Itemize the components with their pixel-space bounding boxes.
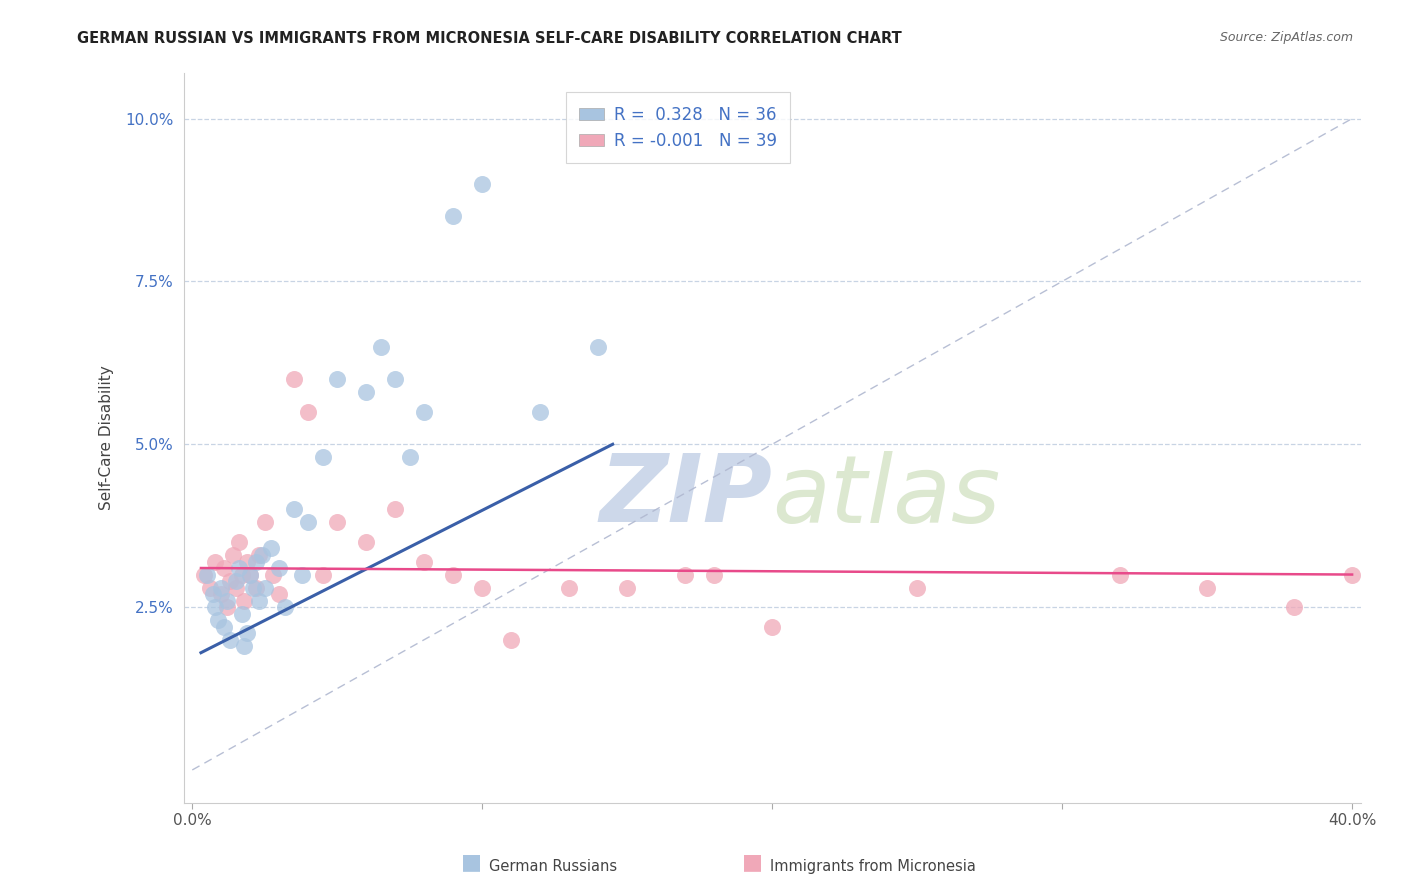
Point: [245, 554, 267, 568]
Point: [222, 548, 245, 562]
Point: [219, 574, 242, 588]
Point: [250, 548, 273, 562]
Point: [441, 209, 464, 223]
Point: [228, 535, 250, 549]
Text: ■: ■: [461, 853, 481, 872]
Point: [354, 385, 377, 400]
Point: [204, 600, 226, 615]
Text: Source: ZipAtlas.com: Source: ZipAtlas.com: [1219, 31, 1353, 45]
Point: [471, 581, 494, 595]
Text: GERMAN RUSSIAN VS IMMIGRANTS FROM MICRONESIA SELF-CARE DISABILITY CORRELATION CH: GERMAN RUSSIAN VS IMMIGRANTS FROM MICRON…: [77, 31, 903, 46]
Point: [236, 626, 259, 640]
Point: [219, 632, 242, 647]
Text: Immigrants from Micronesia: Immigrants from Micronesia: [770, 859, 976, 874]
Point: [529, 405, 551, 419]
Point: [212, 561, 235, 575]
Point: [326, 372, 349, 386]
Point: [1341, 567, 1364, 582]
Legend: R =  0.328   N = 36, R = -0.001   N = 39: R = 0.328 N = 36, R = -0.001 N = 39: [565, 92, 790, 163]
Point: [1282, 600, 1305, 615]
Point: [312, 450, 335, 465]
Point: [501, 632, 523, 647]
Point: [253, 516, 276, 530]
Point: [209, 587, 232, 601]
Point: [195, 567, 218, 582]
Point: [673, 567, 696, 582]
Point: [269, 587, 291, 601]
Point: [247, 593, 270, 607]
Point: [291, 567, 314, 582]
Point: [586, 340, 609, 354]
Point: [283, 502, 305, 516]
Text: German Russians: German Russians: [489, 859, 617, 874]
Point: [236, 554, 259, 568]
Point: [274, 600, 297, 615]
Point: [283, 372, 305, 386]
Point: [239, 567, 262, 582]
Point: [233, 593, 256, 607]
Point: [239, 567, 262, 582]
Point: [262, 567, 284, 582]
Point: [326, 516, 349, 530]
Point: [242, 581, 264, 595]
Text: atlas: atlas: [772, 450, 1001, 541]
Point: [269, 561, 291, 575]
Point: [558, 581, 581, 595]
Point: [231, 607, 253, 621]
Y-axis label: Self-Care Disability: Self-Care Disability: [100, 366, 114, 510]
Point: [259, 541, 281, 556]
Point: [253, 581, 276, 595]
Point: [398, 450, 420, 465]
Point: [1109, 567, 1132, 582]
Point: [247, 548, 270, 562]
Point: [297, 516, 319, 530]
Point: [370, 340, 392, 354]
Point: [761, 620, 783, 634]
Point: [201, 587, 224, 601]
Point: [616, 581, 638, 595]
Point: [413, 405, 436, 419]
Point: [312, 567, 335, 582]
Point: [228, 561, 250, 575]
Point: [212, 620, 235, 634]
Point: [209, 581, 232, 595]
Point: [231, 567, 253, 582]
Text: ZIP: ZIP: [599, 450, 772, 542]
Point: [441, 567, 464, 582]
Point: [225, 574, 247, 588]
Point: [384, 502, 406, 516]
Point: [1197, 581, 1219, 595]
Point: [703, 567, 725, 582]
Point: [233, 639, 256, 653]
Point: [297, 405, 319, 419]
Point: [354, 535, 377, 549]
Point: [225, 581, 247, 595]
Point: [413, 554, 436, 568]
Text: ■: ■: [742, 853, 762, 872]
Point: [193, 567, 215, 582]
Point: [215, 600, 238, 615]
Point: [204, 554, 226, 568]
Point: [207, 613, 229, 627]
Point: [198, 581, 221, 595]
Point: [245, 581, 267, 595]
Point: [905, 581, 928, 595]
Point: [215, 593, 238, 607]
Point: [471, 177, 494, 191]
Point: [384, 372, 406, 386]
